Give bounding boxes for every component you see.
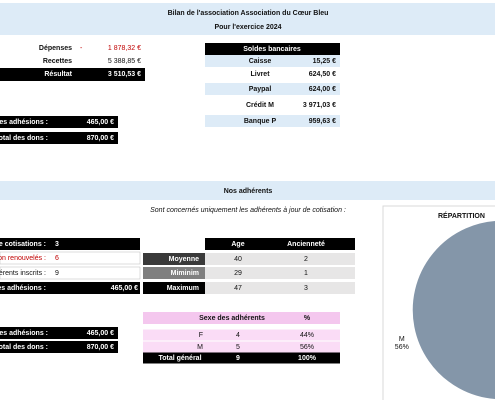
cell-bg bbox=[205, 238, 355, 250]
cell-text: 40 bbox=[234, 256, 242, 263]
result-row bbox=[0, 68, 145, 81]
cell-bg bbox=[143, 341, 340, 353]
cell-bg bbox=[0, 238, 140, 250]
cell-bg bbox=[143, 282, 205, 294]
cell-bg bbox=[0, 282, 140, 294]
cell-text: 465,00 € bbox=[87, 330, 114, 337]
cell-text: 9 bbox=[236, 355, 240, 362]
cell-text: Dépenses bbox=[39, 45, 72, 52]
cell-text: 56% bbox=[300, 344, 314, 351]
cell-text: 100% bbox=[298, 355, 317, 362]
cell-text: 3 510,53 € bbox=[108, 71, 141, 78]
cell-text: Paypal bbox=[249, 86, 272, 93]
cell-text: Moyenne bbox=[169, 256, 199, 263]
cell-text: Miminim bbox=[171, 270, 199, 277]
cell-text: 3 bbox=[304, 285, 308, 292]
cell-text: Caisse bbox=[249, 58, 272, 65]
cell-text: M bbox=[197, 344, 203, 351]
cell-text: es adhésions : bbox=[0, 285, 46, 292]
cell-text: 959,63 € bbox=[309, 118, 336, 125]
cell-text: % bbox=[304, 315, 311, 322]
cell-text: 56% bbox=[395, 344, 409, 351]
cell-text: Ancienneté bbox=[287, 241, 325, 248]
cell-text: es adhésions : bbox=[0, 330, 48, 337]
cell-bg bbox=[143, 329, 340, 341]
cell-text: Nos adhérents bbox=[224, 188, 273, 195]
cell-text: 465,00 € bbox=[111, 285, 138, 292]
cell-text: M bbox=[399, 336, 405, 343]
cell-text: 3 bbox=[55, 241, 59, 248]
cell-text: 1 878,32 € bbox=[108, 45, 141, 52]
cell-bg bbox=[0, 132, 118, 144]
cell-text: Sexe des adhérents bbox=[199, 315, 265, 322]
cell-border bbox=[0, 266, 141, 280]
cell-text: érents inscrits : bbox=[0, 270, 46, 277]
cell-text: Maximum bbox=[167, 285, 199, 292]
cell-text: Banque P bbox=[244, 118, 277, 125]
cell-text: Pour l'exercice 2024 bbox=[214, 24, 281, 31]
cell-text: - bbox=[80, 45, 83, 52]
cell-text: on renouvelés : bbox=[0, 255, 46, 262]
cell-text: 465,00 € bbox=[87, 119, 114, 126]
cell-bg bbox=[0, 327, 118, 339]
cell-text: 870,00 € bbox=[87, 135, 114, 142]
cell-bg bbox=[205, 83, 340, 95]
cell-text: Résultat bbox=[44, 71, 72, 78]
cell-text: 29 bbox=[234, 270, 242, 277]
cell-text: Sont concernés uniquement les adhérents … bbox=[150, 207, 346, 214]
cell-text: F bbox=[199, 332, 203, 339]
cell-text: Bilan de l'association Association du Cœ… bbox=[168, 10, 329, 17]
cell-text: 3 971,03 € bbox=[303, 102, 336, 109]
cell-bg bbox=[143, 267, 205, 279]
cell-text: 6 bbox=[55, 255, 59, 262]
cell-bg bbox=[205, 267, 355, 279]
title-band bbox=[0, 3, 495, 35]
cell-bg bbox=[143, 253, 205, 265]
cell-bg bbox=[143, 312, 340, 324]
cell-text: 5 bbox=[236, 344, 240, 351]
cell-text: Total général bbox=[158, 355, 201, 362]
cell-text: 1 bbox=[304, 270, 308, 277]
cell-text: Soldes bancaires bbox=[243, 46, 301, 53]
cell-text: es adhésions : bbox=[0, 119, 48, 126]
cell-bg bbox=[205, 115, 340, 127]
cell-bg bbox=[143, 352, 340, 364]
cell-text: 47 bbox=[234, 285, 242, 292]
cell-bg bbox=[205, 253, 355, 265]
cell-bg bbox=[0, 116, 118, 128]
cell-text: 44% bbox=[300, 332, 314, 339]
cell-text: 9 bbox=[55, 270, 59, 277]
cell-border bbox=[0, 251, 141, 265]
cell-text: 624,50 € bbox=[309, 71, 336, 78]
cell-text: Crédit M bbox=[246, 102, 274, 109]
cell-text: otal des dons : bbox=[0, 135, 48, 142]
cell-text: 2 bbox=[304, 256, 308, 263]
cell-bg bbox=[0, 341, 118, 353]
cell-text: RÉPARTITION bbox=[438, 211, 485, 220]
cell-text: e cotisations : bbox=[0, 241, 46, 248]
cell-text: Age bbox=[231, 241, 244, 248]
cell-text: Livret bbox=[250, 71, 270, 78]
cell-text: Recettes bbox=[43, 58, 72, 65]
cell-bg bbox=[205, 43, 340, 55]
cell-text: 4 bbox=[236, 332, 240, 339]
cell-text: otal des dons : bbox=[0, 344, 48, 351]
section-band bbox=[0, 181, 495, 200]
cell-text: 870,00 € bbox=[87, 344, 114, 351]
cell-text: 5 388,85 € bbox=[108, 58, 141, 65]
cell-bg bbox=[205, 282, 355, 294]
cell-text: 624,00 € bbox=[309, 86, 336, 93]
cell-bg bbox=[205, 55, 340, 67]
cell-text: 15,25 € bbox=[313, 58, 336, 65]
